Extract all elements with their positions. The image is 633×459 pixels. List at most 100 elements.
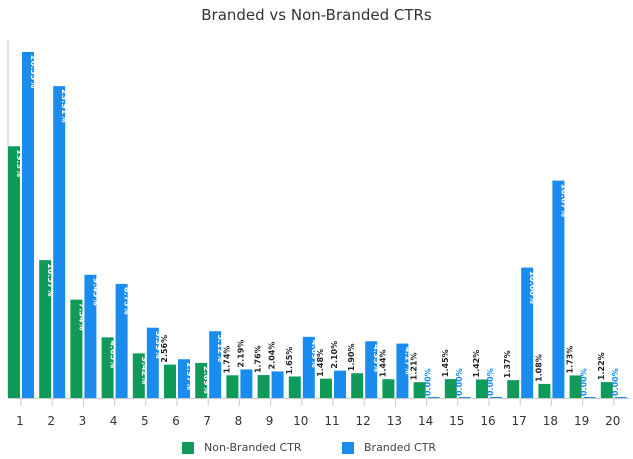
data-label-branded: 0.00%: [455, 368, 464, 396]
bar-branded: [427, 397, 440, 398]
bar-branded: [115, 283, 128, 398]
x-tick-label: 17: [512, 414, 527, 428]
bar-branded: [334, 370, 346, 398]
bar-branded: [240, 369, 253, 398]
bar-branded: [521, 267, 534, 398]
data-label-branded: 4.17%: [403, 347, 412, 375]
legend-label-non-branded: Non-Branded CTR: [204, 441, 302, 454]
data-label-branded: 26.53%: [29, 55, 38, 88]
data-label-non-branded: 1.74%: [222, 346, 231, 374]
bar-non-branded: [538, 383, 551, 398]
bar-branded: [614, 397, 627, 398]
x-tick-label: 5: [141, 414, 149, 428]
x-tick-label: 2: [47, 414, 55, 428]
bar-non-branded: [320, 378, 332, 398]
x-tick-label: 16: [480, 414, 495, 428]
bar-non-branded: [257, 375, 270, 398]
chart-title: Branded vs Non-Branded CTRs: [201, 6, 432, 24]
data-label-non-branded: 1.90%: [347, 343, 356, 371]
x-tick-label: 13: [387, 414, 402, 428]
bar-non-branded: [413, 382, 426, 398]
bar-non-branded: [507, 380, 520, 398]
bar-branded: [271, 371, 284, 398]
data-label-branded: 2.19%: [236, 340, 245, 368]
legend-label-branded: Branded CTR: [364, 441, 437, 454]
x-tick-label: 3: [79, 414, 87, 428]
bar-branded: [302, 336, 315, 398]
x-tick-label: 7: [203, 414, 211, 428]
bar-non-branded: [164, 364, 176, 398]
legend-item-non-branded: Non-Branded CTR: [182, 441, 302, 454]
x-tick-label: 8: [235, 414, 243, 428]
data-label-non-branded: 1.42%: [472, 350, 481, 378]
bar-branded: [146, 327, 159, 398]
bar-non-branded: [101, 337, 114, 398]
data-label-non-branded: 1.76%: [254, 345, 263, 373]
x-tick-label: 10: [293, 414, 308, 428]
bar-branded: [583, 397, 596, 398]
data-label-branded: 4.35%: [372, 344, 381, 372]
data-label-non-branded: 2.69%: [202, 366, 211, 394]
data-label-branded: 2.04%: [268, 342, 277, 370]
bar-non-branded: [8, 146, 20, 398]
x-tick-label: 15: [449, 414, 464, 428]
x-tick-label: 11: [324, 414, 339, 428]
bar-non-branded: [569, 375, 582, 398]
bar-branded: [209, 331, 222, 398]
data-label-non-branded: 1.65%: [285, 347, 294, 375]
x-tick-label: 4: [110, 414, 118, 428]
legend-item-branded: Branded CTR: [342, 441, 436, 454]
bar-branded: [458, 397, 471, 398]
data-label-branded: 0.00%: [424, 368, 433, 396]
x-tick-label: 19: [574, 414, 589, 428]
data-label-non-branded: 1.48%: [316, 349, 325, 377]
bar-non-branded: [195, 362, 208, 398]
bar-non-branded: [351, 373, 364, 398]
bar-non-branded: [444, 379, 457, 398]
data-label-non-branded: 10.57%: [46, 263, 55, 296]
x-tick-label: 18: [543, 414, 558, 428]
data-label-non-branded: 4.65%: [109, 340, 118, 368]
bar-branded: [396, 343, 409, 398]
x-tick-label: 6: [172, 414, 180, 428]
data-label-non-branded: 1.08%: [534, 354, 543, 382]
bar-non-branded: [226, 375, 239, 398]
bar-branded: [552, 180, 565, 398]
x-tick-label: 1: [16, 414, 24, 428]
data-label-branded: 23.91%: [60, 89, 69, 122]
bar-non-branded: [132, 353, 145, 398]
data-label-branded: 0.00%: [611, 368, 620, 396]
data-label-non-branded: 19.3%: [15, 149, 24, 177]
data-label-non-branded: 7.54%: [77, 303, 86, 331]
bar-non-branded: [70, 299, 83, 398]
data-label-branded: 0.00%: [486, 368, 495, 396]
data-label-non-branded: 1.37%: [503, 350, 512, 378]
legend-swatch-non-branded: [182, 441, 194, 454]
data-label-non-branded: 1.45%: [441, 349, 450, 377]
data-label-branded: 2.10%: [330, 341, 339, 369]
bar-non-branded: [382, 379, 395, 398]
data-label-branded: 2.97%: [185, 362, 194, 390]
data-label-non-branded: 1.22%: [597, 352, 606, 380]
bar-branded: [53, 86, 66, 398]
x-tick-label: 20: [605, 414, 620, 428]
data-label-non-branded: 2.56%: [160, 335, 169, 363]
data-label-non-branded: 1.44%: [378, 349, 387, 377]
bar-non-branded: [288, 376, 301, 398]
bar-non-branded: [476, 379, 488, 398]
data-label-non-branded: 1.73%: [566, 346, 575, 374]
data-label-branded: 9.45%: [91, 278, 100, 306]
data-label-branded: 4.69%: [310, 340, 319, 368]
legend-swatch-branded: [342, 441, 354, 454]
x-tick-label: 9: [266, 414, 274, 428]
data-label-branded: 5.12%: [216, 334, 225, 362]
bar-non-branded: [600, 382, 613, 398]
bar-branded: [365, 341, 378, 398]
data-label-branded: 10.00%: [528, 271, 537, 304]
bar-branded: [84, 274, 97, 398]
bar-branded: [22, 52, 34, 398]
data-label-branded: 16.67%: [559, 184, 568, 217]
bar-non-branded: [39, 260, 52, 398]
